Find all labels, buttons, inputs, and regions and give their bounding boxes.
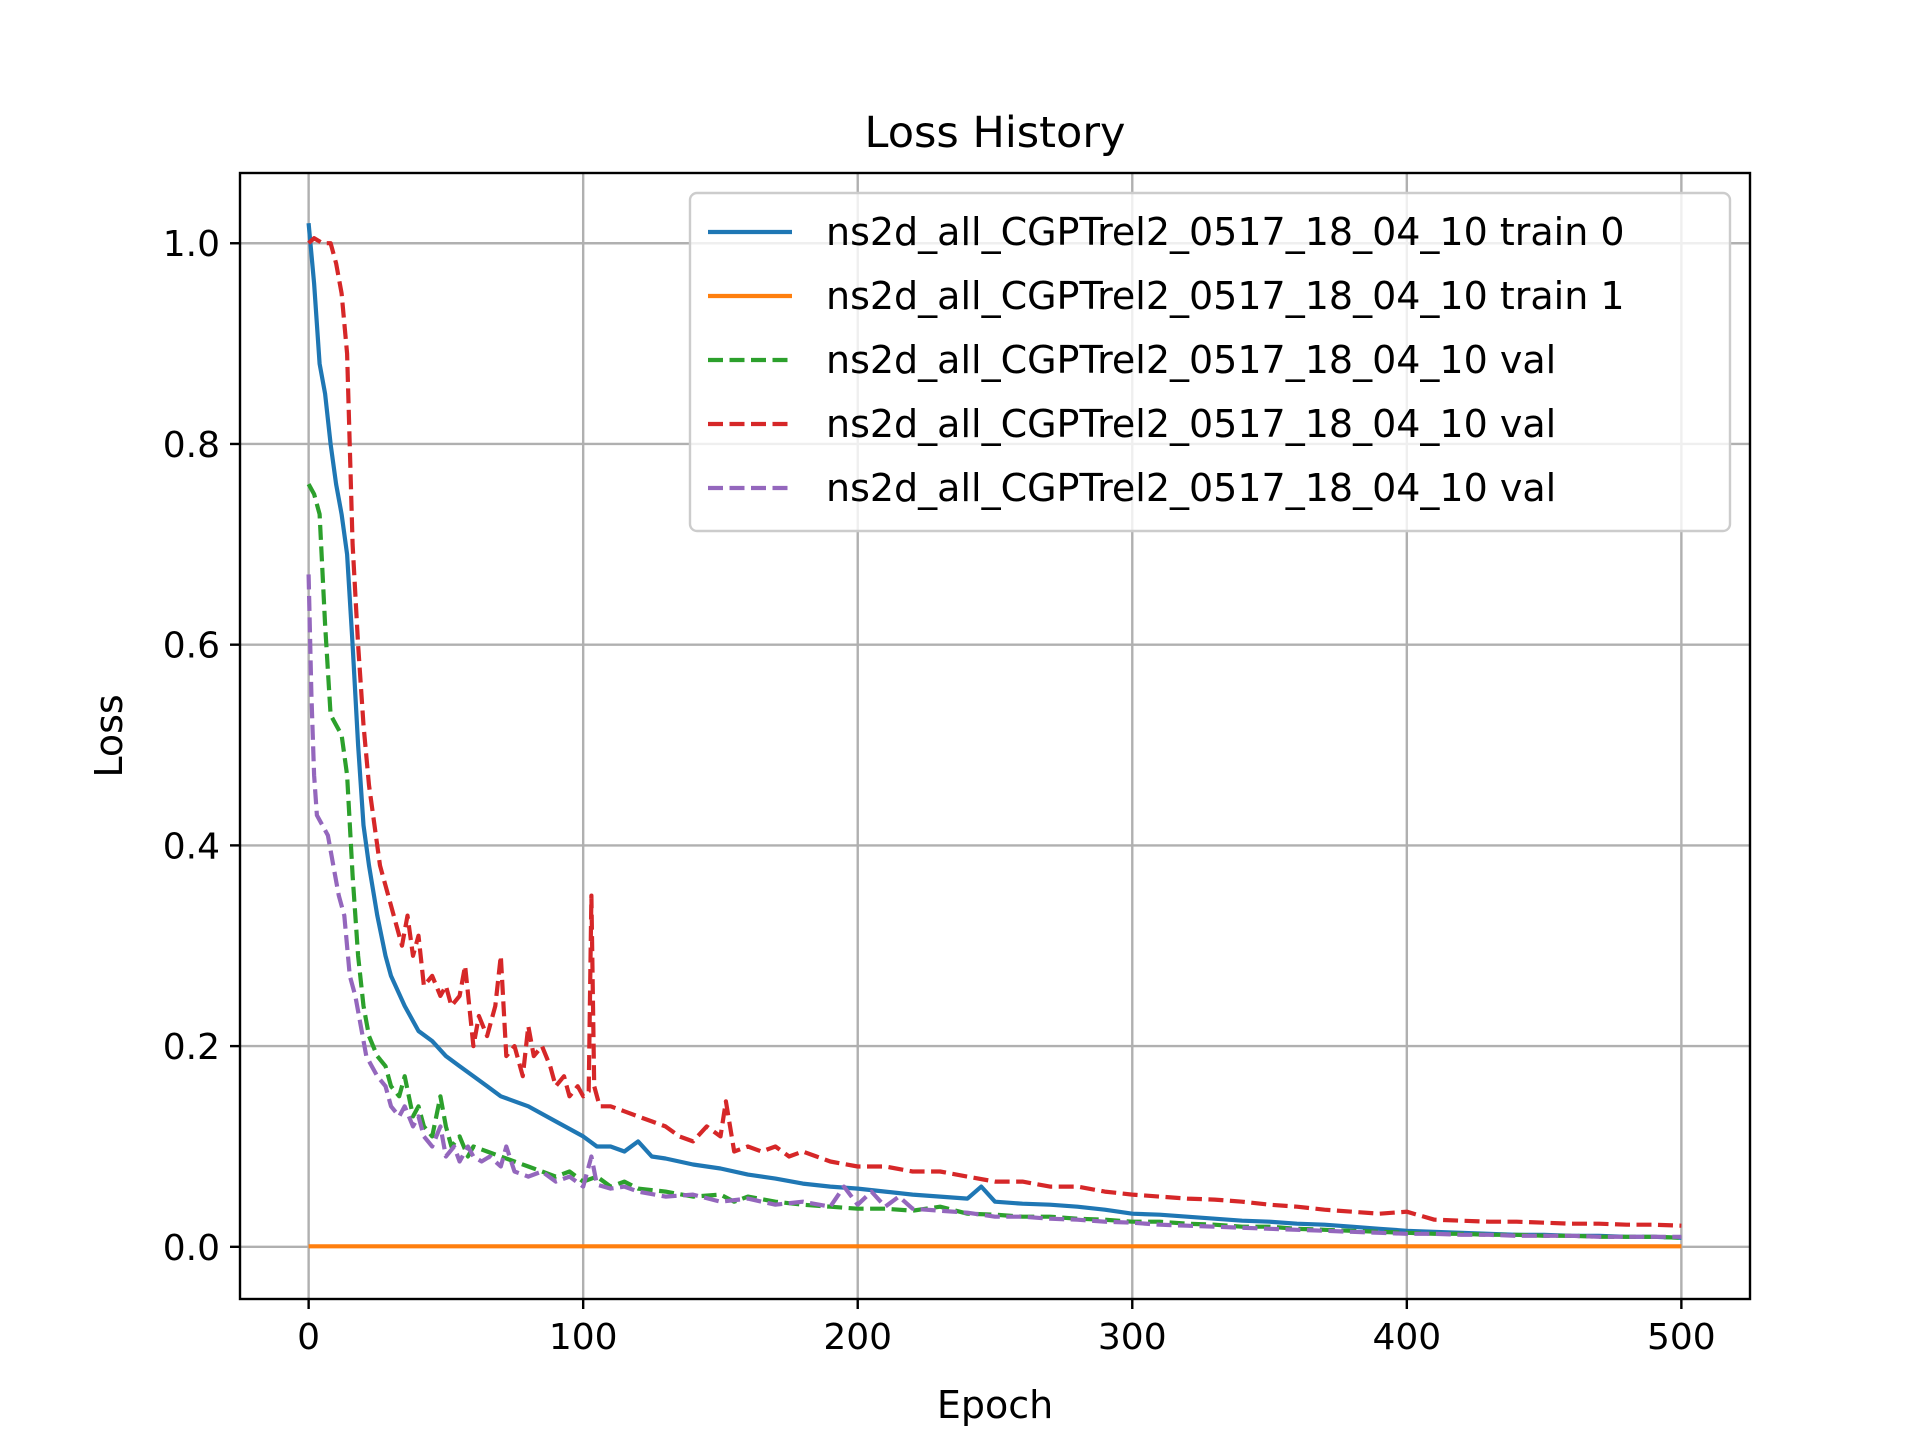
x-tick-label: 400: [1372, 1317, 1441, 1358]
legend-label-4: ns2d_all_CGPTrel2_0517_18_04_10 val: [826, 466, 1556, 510]
x-tick-label: 200: [823, 1317, 892, 1358]
legend-box: [688, 191, 1732, 533]
x-tick-label: 500: [1647, 1317, 1716, 1358]
x-axis-label: Epoch: [937, 1383, 1053, 1427]
chart-title: Loss History: [865, 108, 1126, 158]
series-line-0: [306, 223, 1682, 1240]
legend: ns2d_all_CGPTrel2_0517_18_04_10 train 0 n…: [688, 191, 1732, 533]
series-line-3: [307, 236, 1682, 1228]
y-tick-label: 0.6: [163, 626, 220, 667]
y-tick-label: 0.4: [163, 826, 220, 867]
y-tick-label: 0.2: [163, 1027, 220, 1068]
series-line-4: [306, 574, 1682, 1239]
y-tick-label: 0.8: [163, 425, 220, 466]
y-tick-label: 0.0: [163, 1228, 220, 1269]
legend-label-1: ns2d_all_CGPTrel2_0517_18_04_10 train 1: [826, 274, 1625, 318]
x-tick-label: 300: [1098, 1317, 1167, 1358]
legend-label-0: ns2d_all_CGPTrel2_0517_18_04_10 train 0: [826, 210, 1625, 254]
legend-label-2: ns2d_all_CGPTrel2_0517_18_04_10 val: [826, 338, 1556, 382]
x-tick-label: 100: [549, 1317, 618, 1358]
series-lines: [306, 223, 1682, 1249]
plot-frame: [238, 171, 1752, 1301]
axis-ticks: 0 100 200 300 400 500 0.0 0.2 0.4 0.6 0.8 1.0: [163, 224, 1716, 1358]
y-tick-label: 1.0: [163, 224, 220, 265]
y-axis-label: Loss: [87, 694, 131, 777]
legend-label-3: ns2d_all_CGPTrel2_0517_18_04_10 val: [826, 402, 1556, 446]
x-tick-label: 0: [297, 1317, 320, 1358]
